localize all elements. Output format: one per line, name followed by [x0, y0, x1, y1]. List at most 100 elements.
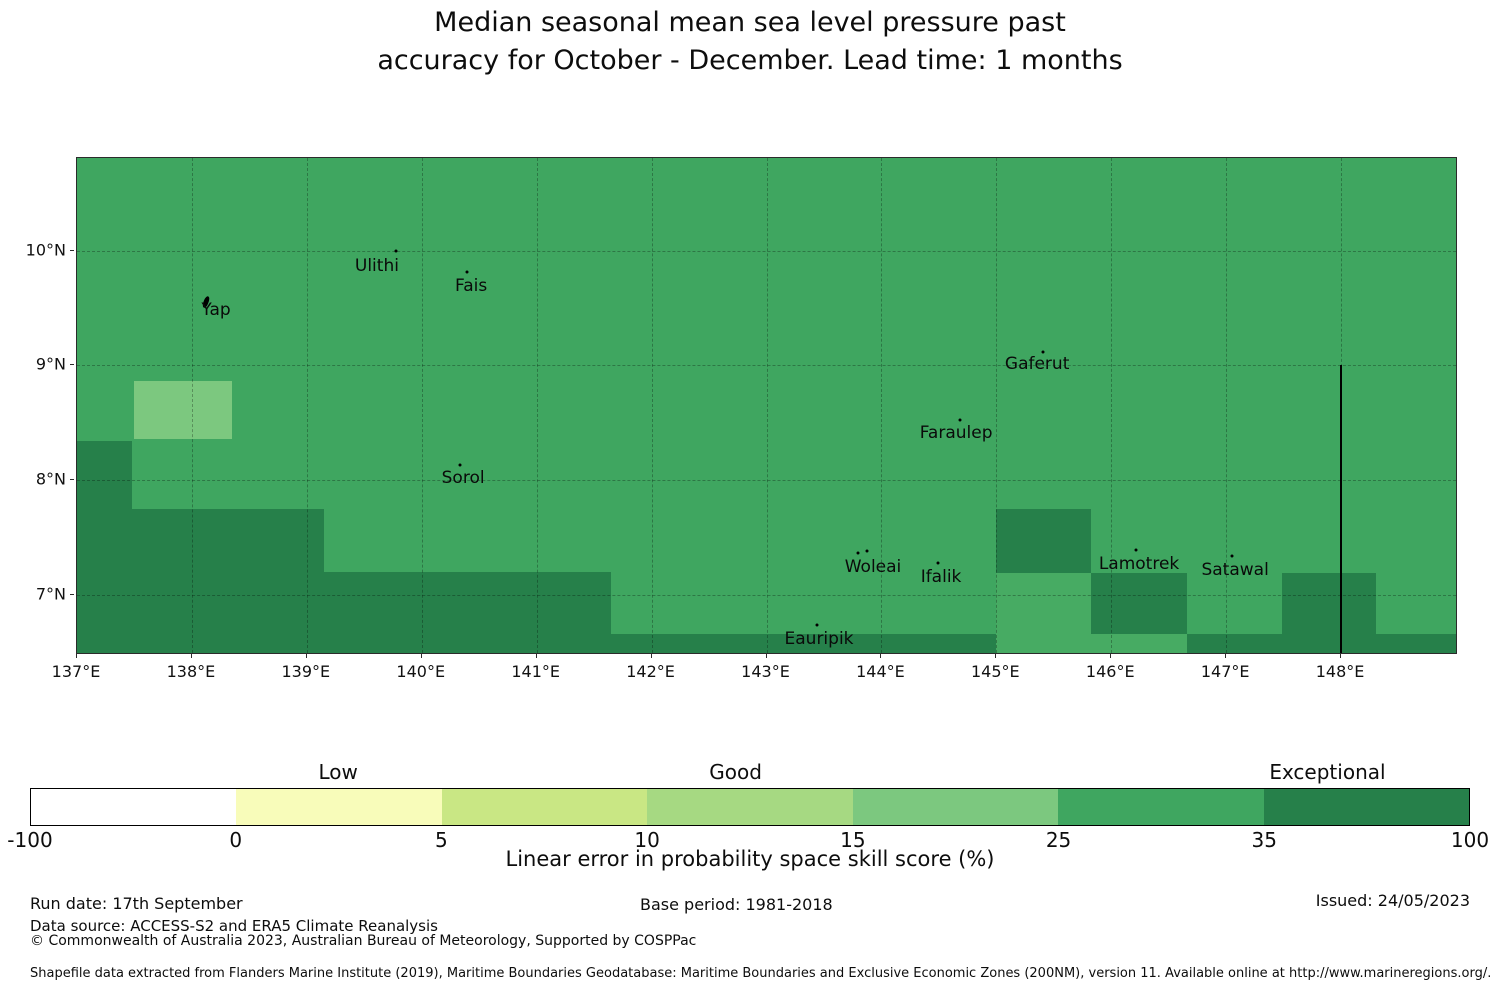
y-axis-tickmark [70, 478, 74, 480]
x-axis-tick-label: 147°E [1200, 662, 1250, 681]
island-marker-icon [958, 418, 962, 422]
island-marker-icon [458, 463, 462, 467]
x-axis-tickmark [190, 654, 192, 658]
island-marker-icon [394, 249, 398, 253]
island-label: Gaferut [1004, 353, 1070, 374]
island-marker-icon [1230, 554, 1234, 558]
y-axis-tickmark [70, 364, 74, 366]
skill-cell-bin-35-100 [77, 571, 612, 653]
skill-cell-bin-35-100 [77, 441, 133, 509]
colorbar-segment--100-0 [31, 789, 237, 825]
colorbar-category-label: Good [709, 760, 762, 784]
island-marker-icon [1041, 350, 1045, 354]
colorbar-tick-label: 15 [840, 828, 866, 852]
x-axis-tick-label: 137°E [51, 662, 101, 681]
skill-cell-bin-35-100 [1090, 572, 1188, 634]
x-axis-tickmark [995, 654, 997, 658]
y-axis-tick-label: 10°N [25, 240, 66, 260]
island-marker-icon [1134, 548, 1138, 552]
x-axis-tick-label: 143°E [741, 662, 790, 681]
x-axis-tickmark [305, 654, 307, 658]
island-label: Sorol [441, 467, 485, 488]
gridline-parallel [77, 479, 1456, 481]
island-label: Ifalik [920, 566, 962, 587]
y-axis-tick-label: 8°N [35, 469, 66, 489]
x-axis-tick-label: 138°E [166, 662, 216, 681]
colorbar-tick-label: 10 [634, 828, 660, 852]
island-label: Lamotrek [1098, 553, 1180, 574]
colorbar-segment-15-25 [852, 789, 1059, 825]
skill-cell-bin-35-100 [611, 633, 997, 653]
gridline-meridian [306, 158, 308, 653]
gridline-parallel [77, 365, 1456, 367]
chart-title: Median seasonal mean sea level pressure … [0, 4, 1500, 80]
x-axis-tickmark [1340, 654, 1342, 658]
colorbar-segment-25-35 [1058, 789, 1264, 825]
gridline-meridian [1111, 158, 1113, 653]
island-label: Woleai [844, 556, 902, 577]
x-axis-tick-label: 145°E [971, 662, 1020, 681]
x-axis-tickmark [1110, 654, 1112, 658]
x-axis-tick-label: 141°E [511, 662, 560, 681]
y-axis-tick-label: 9°N [35, 354, 66, 374]
island-label: Satawal [1201, 559, 1269, 580]
island-label: Yap [201, 299, 231, 320]
colorbar-segment-35-100 [1263, 789, 1469, 825]
skill-cell-bin-35-100 [996, 508, 1091, 573]
skill-cell-bin-15-25 [134, 381, 233, 439]
gridline-meridian [536, 158, 538, 653]
x-axis-tickmark [880, 654, 882, 658]
x-axis-tickmark [76, 654, 77, 658]
colorbar-category-label: Low [318, 760, 358, 784]
x-axis-tick-label: 144°E [856, 662, 905, 681]
y-axis-tick-label: 7°N [35, 584, 66, 604]
skill-cell-bin-25-35 [1090, 633, 1188, 653]
x-axis-tick-label: 140°E [396, 662, 446, 681]
skill-cell-bin-35-100 [77, 508, 325, 572]
footer-issued-date: Issued: 24/05/2023 [1315, 891, 1470, 910]
footer-data-source: Data source: ACCESS-S2 and ERA5 Climate … [30, 917, 438, 935]
gridline-meridian [996, 158, 998, 653]
skill-cell-bin-35-100 [1187, 633, 1456, 653]
gridline-meridian [1226, 158, 1228, 653]
x-axis-tick-label: 146°E [1085, 662, 1135, 681]
y-axis-tickmark [70, 249, 74, 251]
eez-boundary-line [1340, 365, 1343, 653]
island-marker-icon [856, 551, 860, 555]
colorbar-category-label: Exceptional [1269, 760, 1386, 784]
colorbar-tick-label: 0 [229, 828, 243, 852]
gridline-meridian [881, 158, 883, 653]
x-axis-tick-label: 139°E [281, 662, 331, 681]
colorbar-tick-label: 100 [1450, 828, 1490, 852]
x-axis-tickmark [765, 654, 767, 658]
island-label: Eauripik [784, 628, 854, 649]
gridline-meridian [651, 158, 653, 653]
footer-run-date: Run date: 17th September [30, 894, 243, 913]
island-marker-icon [465, 270, 469, 274]
island-label: Faraulep [919, 422, 993, 443]
y-axis-tickmark [70, 593, 74, 595]
gridline-meridian [421, 158, 423, 653]
colorbar [30, 788, 1470, 826]
island-marker-icon [936, 561, 940, 565]
island-marker-icon [865, 549, 869, 553]
gridline-meridian [191, 158, 193, 653]
x-axis-tickmark [1225, 654, 1227, 658]
gridline-meridian [766, 158, 768, 653]
footer-shapefile-attribution: Shapefile data extracted from Flanders M… [30, 966, 1492, 981]
chart-title-line1: Median seasonal mean sea level pressure … [434, 7, 1066, 38]
island-label: Fais [455, 275, 488, 296]
island-marker-icon [815, 623, 819, 627]
colorbar-axis-label: Linear error in probability space skill … [505, 847, 995, 871]
footer-base-period: Base period: 1981-2018 [640, 895, 833, 914]
skill-cell-bin-35-100 [1282, 572, 1376, 634]
gridline-parallel [77, 250, 1456, 252]
gridline-parallel [77, 594, 1456, 596]
x-axis-tickmark [650, 654, 652, 658]
colorbar-segment-0-5 [236, 789, 442, 825]
island-label: Ulithi [354, 255, 399, 276]
x-axis-tick-label: 142°E [626, 662, 675, 681]
colorbar-segment-10-15 [647, 789, 853, 825]
chart-title-line2: accuracy for October - December. Lead ti… [377, 45, 1123, 76]
